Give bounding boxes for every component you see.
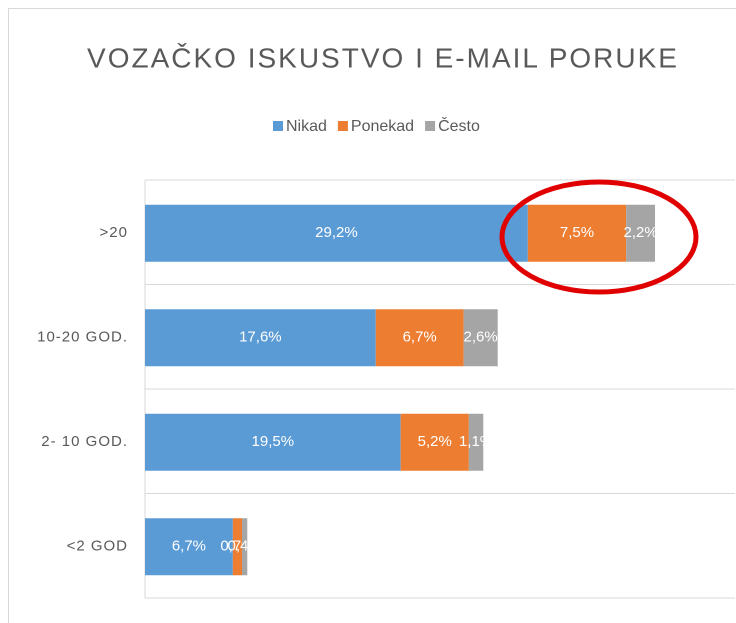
bar-segment [463, 309, 498, 367]
chart-border [8, 8, 736, 623]
bar-segment [626, 204, 656, 262]
bar-segment [468, 413, 484, 471]
data-label: 0,4% [228, 538, 262, 555]
y-tick-label: >20 [100, 224, 128, 241]
bar-segment [145, 413, 401, 471]
data-label: 17,6% [239, 329, 282, 346]
bar-segment [400, 413, 469, 471]
y-tick-label: 10-20 GOD. [37, 329, 128, 346]
data-label: 7,5% [560, 224, 594, 241]
data-label: 6,7% [403, 329, 437, 346]
bar-segment [242, 518, 248, 576]
y-tick-label: <2 GOD [67, 538, 128, 555]
data-label: 2,6% [464, 329, 498, 346]
bar-segment [232, 518, 243, 576]
legend-swatch [337, 121, 348, 131]
data-label: 5,2% [418, 433, 452, 450]
legend-label: Nikad [286, 118, 327, 135]
data-label: 1,1% [459, 433, 493, 450]
highlight-ellipse [499, 179, 699, 295]
bar-segment [375, 309, 464, 367]
bar-segment [527, 204, 627, 262]
legend-swatch [273, 121, 283, 131]
bar-segment [145, 204, 528, 262]
legend-label: Često [438, 116, 480, 135]
legend-swatch [425, 121, 436, 131]
data-label: 29,2% [315, 224, 358, 241]
data-label: 6,7% [172, 538, 206, 555]
chart-title: VOZAČKO ISKUSTVO I E-MAIL PORUKE [87, 42, 679, 73]
bar-segment [145, 309, 376, 367]
y-tick-label: 2- 10 GOD. [41, 433, 128, 450]
bar-segment [145, 518, 233, 576]
data-label: 2,2% [623, 224, 657, 241]
data-label: 19,5% [252, 433, 295, 450]
legend-label: Ponekad [351, 118, 414, 135]
